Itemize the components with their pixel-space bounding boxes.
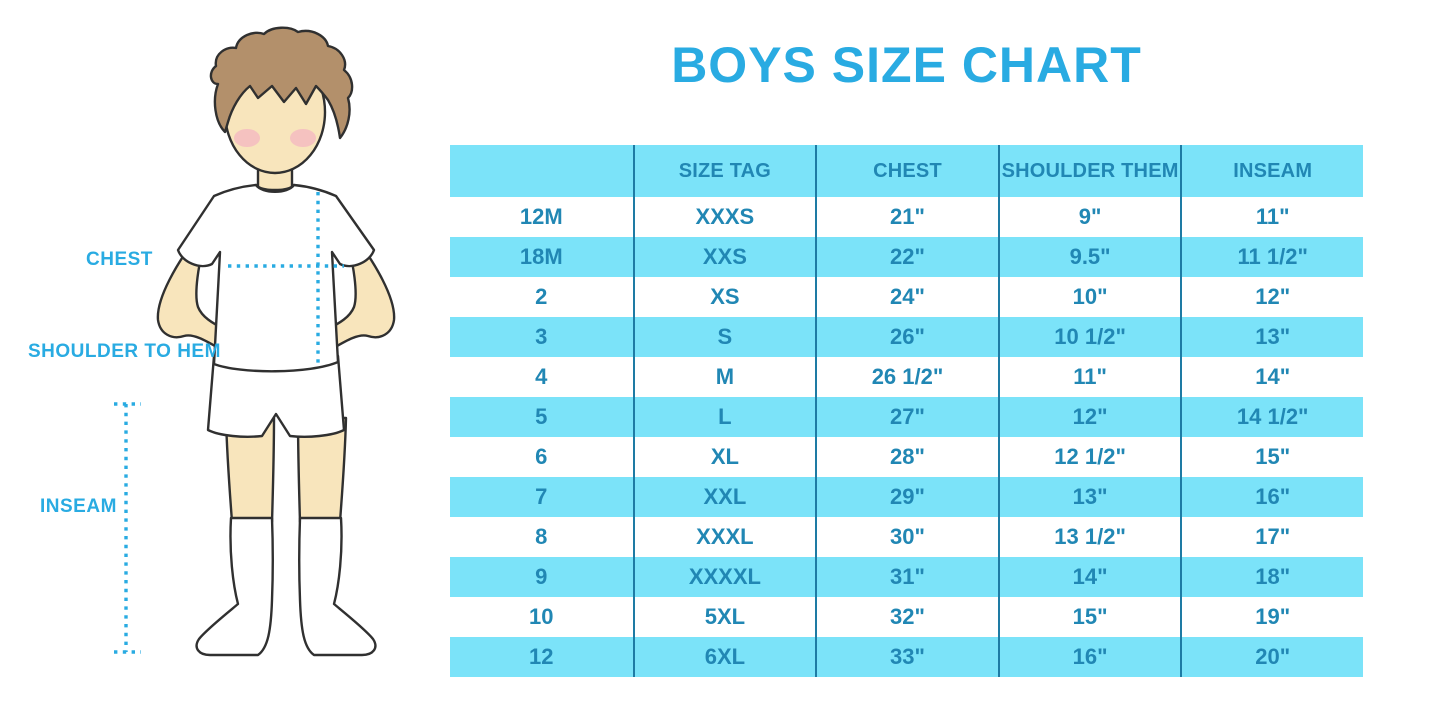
table-cell: XXL <box>632 477 816 517</box>
table-row: 18M XXS 22" 9.5" 11 1/2" <box>450 237 1363 277</box>
table-cell: 24" <box>815 277 998 317</box>
table-cell: 7 <box>535 484 548 509</box>
table-cell: XXXL <box>632 517 816 557</box>
boy-figure-illustration <box>114 26 396 657</box>
table-cell: 12 <box>529 644 554 669</box>
table-row: 7 XXL 29" 13" 16" <box>450 477 1363 517</box>
table-cell: 20" <box>1180 637 1363 677</box>
boy-legs <box>224 416 348 524</box>
boy-tshirt <box>176 183 376 373</box>
table-cell: 10 <box>529 604 554 629</box>
table-cell: 14" <box>997 557 1181 597</box>
table-cell: 19" <box>1180 597 1363 637</box>
table-row: 4 M 26 1/2" 11" 14" <box>450 357 1363 397</box>
table-row: 12M XXXS 21" 9" 11" <box>450 197 1363 237</box>
table-cell: L <box>632 397 816 437</box>
table-cell: S <box>632 317 816 357</box>
table-cell: 14 1/2" <box>1180 397 1363 437</box>
table-row: 9 XXXXL 31" 14" 18" <box>450 557 1363 597</box>
table-cell: 13" <box>997 477 1181 517</box>
table-cell: 12M <box>519 204 563 229</box>
table-cell: 12" <box>997 397 1181 437</box>
boy-arms <box>156 236 396 352</box>
inseam-label: INSEAM <box>40 496 117 517</box>
boy-blush-right <box>290 129 316 147</box>
page-title: BOYS SIZE CHART <box>671 37 1142 93</box>
table-cell: 11" <box>997 357 1181 397</box>
table-row: 10 5XL 32" 15" 19" <box>450 597 1363 637</box>
table-cell: 9" <box>997 197 1181 237</box>
boy-hair <box>209 26 354 140</box>
table-cell: 18M <box>519 244 563 269</box>
boy-blush-left <box>234 129 260 147</box>
table-cell: 26 1/2" <box>815 357 998 397</box>
table-header-row: SIZE TAG CHEST SHOULDER THEM INSEAM <box>450 145 1363 197</box>
table-cell: 32" <box>815 597 998 637</box>
table-cell: 11" <box>1180 197 1363 237</box>
table-cell: 12 1/2" <box>997 437 1181 477</box>
table-cell: 16" <box>1180 477 1363 517</box>
table-cell: 5XL <box>632 597 816 637</box>
table-cell: 31" <box>815 557 998 597</box>
boy-head <box>209 26 354 175</box>
column-header: SHOULDER THEM <box>997 145 1181 197</box>
boy-shorts <box>206 354 346 438</box>
table-cell: 13" <box>1180 317 1363 357</box>
boy-collar <box>254 183 296 193</box>
column-header: CHEST <box>815 145 998 197</box>
table-cell: 9 <box>535 564 548 589</box>
table-cell: XL <box>632 437 816 477</box>
table-cell: 6XL <box>632 637 816 677</box>
column-header: SIZE TAG <box>632 145 816 197</box>
table-row: 12 6XL 33" 16" 20" <box>450 637 1363 677</box>
table-cell: 13 1/2" <box>997 517 1181 557</box>
table-cell: XXXS <box>632 197 816 237</box>
measurement-lines <box>114 192 344 654</box>
table-row: 2 XS 24" 10" 12" <box>450 277 1363 317</box>
table-row: 3 S 26" 10 1/2" 13" <box>450 317 1363 357</box>
table-cell: 9.5" <box>997 237 1181 277</box>
table-cell: XS <box>632 277 816 317</box>
table-cell: 3 <box>535 324 548 349</box>
table-cell: 22" <box>815 237 998 277</box>
table-cell: 18" <box>1180 557 1363 597</box>
column-header: INSEAM <box>1180 145 1363 197</box>
table-cell: 27" <box>815 397 998 437</box>
size-table: SIZE TAG CHEST SHOULDER THEM INSEAM 12M XXXS 2… <box>450 145 1363 677</box>
table-cell: 4 <box>535 364 548 389</box>
column-header <box>450 145 633 197</box>
shoulder-to-hem-label: SHOULDER TO HEM <box>28 341 221 362</box>
chest-label: CHEST <box>86 249 153 270</box>
table-row: 6 XL 28" 12 1/2" 15" <box>450 437 1363 477</box>
table-cell: 26" <box>815 317 998 357</box>
table-cell: 10 1/2" <box>997 317 1181 357</box>
table-cell: 28" <box>815 437 998 477</box>
table-cell: 30" <box>815 517 998 557</box>
table-cell: XXS <box>632 237 816 277</box>
table-cell: 2 <box>535 284 548 309</box>
table-cell: 15" <box>997 597 1181 637</box>
table-cell: 21" <box>815 197 998 237</box>
table-cell: XXXXL <box>632 557 816 597</box>
table-cell: 8 <box>535 524 548 549</box>
table-cell: 14" <box>1180 357 1363 397</box>
table-cell: 12" <box>1180 277 1363 317</box>
table-cell: 15" <box>1180 437 1363 477</box>
boy-socks <box>195 516 377 657</box>
table-cell: 29" <box>815 477 998 517</box>
table-cell: 33" <box>815 637 998 677</box>
table-cell: M <box>632 357 816 397</box>
table-row: 8 XXXL 30" 13 1/2" 17" <box>450 517 1363 557</box>
table-cell: 5 <box>535 404 548 429</box>
table-cell: 17" <box>1180 517 1363 557</box>
table-cell: 10" <box>997 277 1181 317</box>
table-cell: 6 <box>535 444 548 469</box>
table-cell: 11 1/2" <box>1180 237 1363 277</box>
table-row: 5 L 27" 12" 14 1/2" <box>450 397 1363 437</box>
table-cell: 16" <box>997 637 1181 677</box>
